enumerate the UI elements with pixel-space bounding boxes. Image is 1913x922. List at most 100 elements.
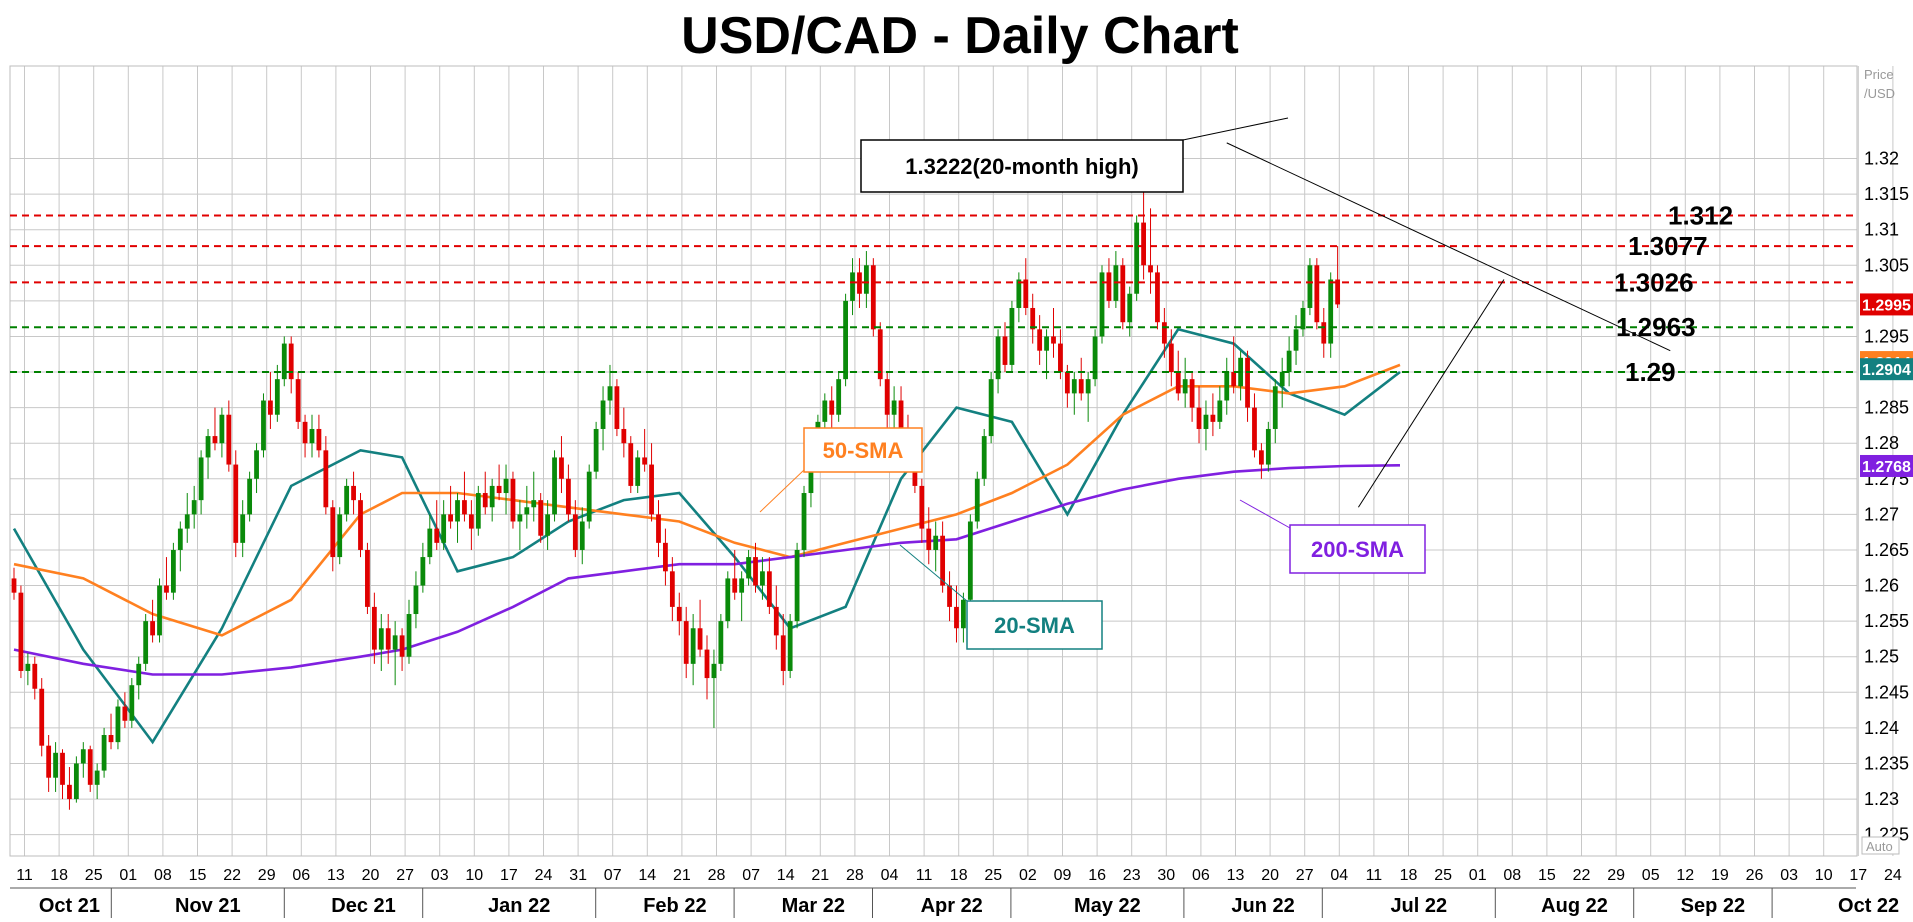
sma-label: 50-SMA <box>823 438 904 463</box>
candle-body <box>489 485 495 508</box>
price-badge-label: 1.2768 <box>1862 459 1911 476</box>
candle-body <box>1259 450 1264 465</box>
candle-body <box>399 635 405 657</box>
x-tick-label: 15 <box>1538 867 1556 884</box>
candle-body <box>1002 336 1008 365</box>
candle-body <box>524 507 530 515</box>
candle-body <box>1155 272 1160 323</box>
candle-body <box>593 428 599 472</box>
x-tick-label: 25 <box>1434 867 1452 884</box>
candle-body <box>309 428 315 444</box>
y-tick-label: 1.295 <box>1864 326 1909 346</box>
y-tick-label: 1.265 <box>1864 540 1909 560</box>
y-tick-label: 1.31 <box>1864 220 1899 240</box>
x-tick-label: 01 <box>1469 867 1487 884</box>
candle-body <box>177 528 183 550</box>
candle-body <box>656 514 661 543</box>
price-badge <box>1860 293 1913 316</box>
candle-body <box>801 493 807 550</box>
candle-body <box>1078 379 1084 394</box>
month-label: Jun 22 <box>1231 895 1294 917</box>
candle-body <box>870 265 876 330</box>
candle-body <box>108 735 114 743</box>
candle-body <box>510 478 516 522</box>
candle-body <box>378 628 384 650</box>
x-tick-label: 24 <box>1884 867 1902 884</box>
candle-body <box>579 521 585 550</box>
candle-body <box>898 400 904 437</box>
candle-body <box>427 528 433 558</box>
candle-body <box>67 784 72 800</box>
annotation-box <box>860 139 1184 193</box>
candle-body <box>766 571 772 607</box>
candle-body <box>1092 336 1098 380</box>
candle-body <box>628 443 634 486</box>
candle-body <box>1141 222 1146 266</box>
candle-body <box>25 663 31 671</box>
candle-body <box>1023 279 1029 308</box>
candle-body <box>475 493 481 529</box>
candle-body <box>371 606 377 650</box>
candle-body <box>455 500 460 522</box>
candle-body <box>1120 265 1126 323</box>
sma-label-leader <box>899 544 968 602</box>
annotation-leader <box>1182 117 1289 141</box>
candle-body <box>746 557 751 579</box>
price-badge <box>1860 358 1913 381</box>
candle-body <box>101 735 107 771</box>
level-label: 1.2963 <box>1616 312 1696 342</box>
candle-body <box>468 514 474 529</box>
x-tick-label: 04 <box>1330 867 1348 884</box>
candle-body <box>344 485 350 515</box>
candle-body <box>919 485 925 529</box>
x-tick-label: 22 <box>223 867 241 884</box>
candle-body <box>1106 272 1112 301</box>
candle-body <box>877 329 883 380</box>
candle-body <box>1196 407 1202 429</box>
candle-body <box>725 578 731 622</box>
x-tick-label: 28 <box>708 867 726 884</box>
x-tick-label: 03 <box>1780 867 1798 884</box>
x-tick-label: 08 <box>154 867 172 884</box>
sma-label-leader <box>759 469 805 513</box>
month-label: Jan 22 <box>488 895 550 917</box>
candle-body <box>1203 414 1209 429</box>
x-tick-label: 27 <box>1296 867 1314 884</box>
candle-body <box>697 628 703 650</box>
candle-body <box>1058 343 1063 373</box>
auto-scale-label: Auto <box>1866 839 1893 854</box>
x-tick-label: 11 <box>1366 867 1383 884</box>
candle-body <box>157 585 162 636</box>
x-tick-label: 15 <box>189 867 207 884</box>
candle-body <box>1085 379 1091 394</box>
candle-body <box>136 663 142 686</box>
candle-body <box>323 450 329 508</box>
candle-body <box>857 272 862 294</box>
x-tick-label: 18 <box>950 867 968 884</box>
candle-body <box>863 265 869 294</box>
candle-body <box>773 606 779 636</box>
candle-body <box>503 478 509 494</box>
y-tick-label: 1.24 <box>1864 718 1899 738</box>
y-tick-label: 1.255 <box>1864 611 1909 631</box>
price-badge-label: 1.2995 <box>1862 297 1911 314</box>
candle-body <box>635 457 641 486</box>
candle-body <box>80 749 86 764</box>
candle-body <box>538 500 544 536</box>
x-tick-label: 25 <box>984 867 1002 884</box>
candle-body <box>11 578 17 593</box>
candle-body <box>531 500 537 508</box>
candle-body <box>1224 372 1230 401</box>
candle-body <box>1051 336 1056 344</box>
candle-body <box>974 478 980 522</box>
candle-body <box>351 485 356 501</box>
candle-body <box>1148 265 1153 273</box>
candle-body <box>850 272 855 301</box>
y-tick-label: 1.26 <box>1864 576 1899 596</box>
y-axis-title: Price <box>1864 67 1894 82</box>
candle-body <box>434 528 440 543</box>
y-tick-label: 1.245 <box>1864 682 1909 702</box>
candle-body <box>184 514 190 529</box>
